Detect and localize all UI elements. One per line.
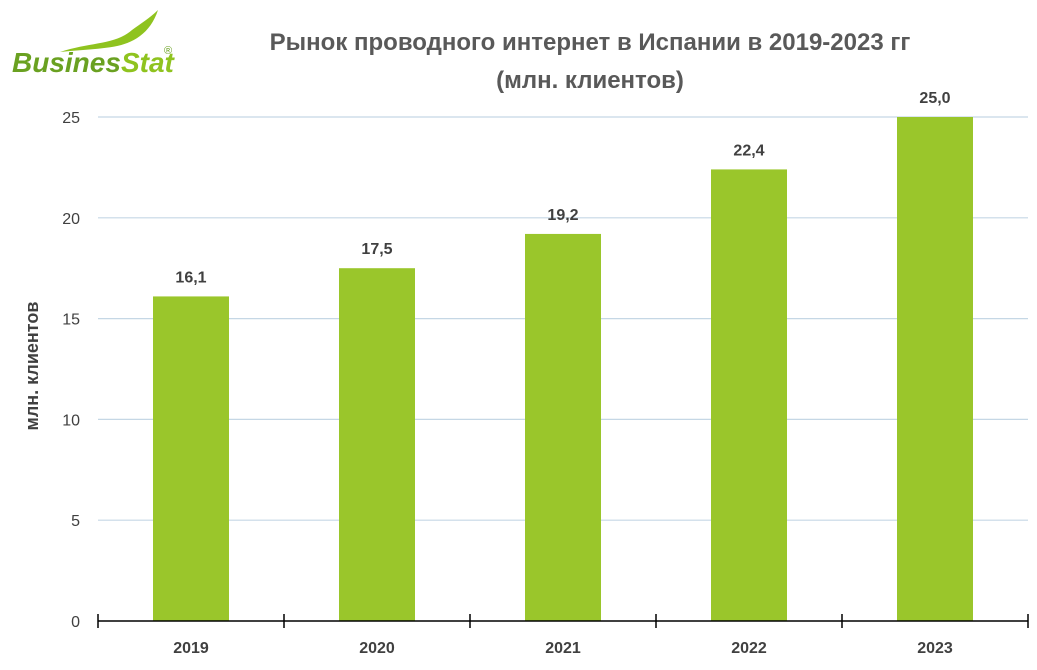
x-tick-label-2023: 2023 bbox=[917, 640, 953, 657]
x-axis bbox=[97, 614, 1029, 628]
logo-text-busines: Busines bbox=[12, 47, 121, 78]
bar-2020 bbox=[339, 268, 415, 621]
data-label-2020: 17,5 bbox=[361, 241, 392, 258]
logo-registered-mark: ® bbox=[164, 45, 172, 57]
bar-2022 bbox=[711, 169, 787, 621]
bar-2021 bbox=[525, 233, 601, 622]
data-label-2019: 16,1 bbox=[175, 269, 206, 286]
data-label-2023: 25,0 bbox=[919, 90, 950, 107]
y-tick-label-20: 20 bbox=[62, 211, 80, 228]
y-axis-ticks: 0 5 10 15 20 25 bbox=[62, 110, 80, 631]
x-axis-ticks: 2019 2020 2021 2022 2023 bbox=[173, 640, 953, 657]
x-tick-label-2020: 2020 bbox=[359, 640, 395, 657]
bar-2023 bbox=[897, 117, 973, 621]
x-tick-label-2022: 2022 bbox=[731, 640, 767, 657]
businesstat-logo: BusinesStat ® bbox=[12, 10, 176, 78]
svg-text:BusinesStat: BusinesStat bbox=[12, 47, 176, 78]
y-tick-label-5: 5 bbox=[71, 513, 80, 530]
x-tick-label-2019: 2019 bbox=[173, 640, 209, 657]
data-labels: 16,1 17,5 19,2 22,4 25,0 bbox=[175, 90, 950, 286]
chart-title-line2: (млн. клиентов) bbox=[496, 67, 684, 94]
chart-title-line1: Рынок проводного интернет в Испании в 20… bbox=[270, 29, 911, 56]
y-tick-label-0: 0 bbox=[71, 614, 80, 631]
bars bbox=[153, 117, 973, 622]
y-axis-label: млн. клиентов bbox=[22, 302, 42, 431]
y-tick-label-10: 10 bbox=[62, 412, 80, 429]
y-tick-label-15: 15 bbox=[62, 312, 80, 329]
x-tick-label-2021: 2021 bbox=[545, 640, 581, 657]
logo-text-stat: Stat bbox=[121, 47, 176, 78]
logo-swoosh-icon bbox=[60, 10, 158, 52]
data-label-2021: 19,2 bbox=[547, 207, 578, 224]
y-tick-label-25: 25 bbox=[62, 110, 80, 127]
bar-2019 bbox=[153, 296, 229, 621]
data-label-2022: 22,4 bbox=[733, 142, 764, 159]
